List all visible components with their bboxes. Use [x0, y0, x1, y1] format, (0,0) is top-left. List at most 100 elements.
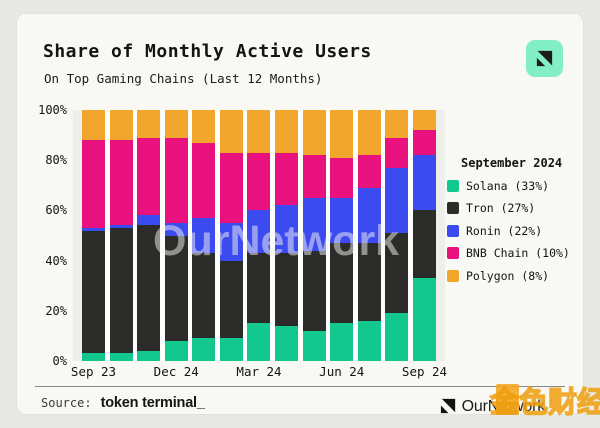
bar: [275, 110, 299, 361]
legend-item: Solana (33%): [447, 179, 597, 193]
bar-segment-bnb-chain: [412, 130, 436, 156]
ournetwork-footer-logo-icon: [440, 398, 455, 414]
bar: [137, 110, 161, 361]
bar-segment-polygon: [275, 110, 299, 153]
bar: [82, 110, 105, 361]
y-tick-label: 60%: [45, 203, 67, 218]
bar-segment-bnb-chain: [385, 137, 409, 168]
bar-segment-solana: [330, 323, 354, 361]
legend-label: Solana (33%): [466, 178, 550, 193]
bar-segment-bnb-chain: [330, 157, 354, 198]
chart-legend: September 2024 Solana (33%) Tron (27%) Ron…: [447, 156, 597, 283]
bar: [302, 110, 326, 361]
bar-segment-solana: [302, 330, 326, 361]
bar-segment-bnb-chain: [82, 140, 105, 228]
bar-segment-ronin: [192, 217, 216, 254]
legend-swatch: [447, 247, 459, 259]
bar-segment-solana: [385, 313, 409, 361]
legend-item: Polygon (8%): [447, 269, 597, 283]
legend-label: BNB Chain (10%): [466, 246, 570, 260]
bar: [385, 110, 409, 361]
bar-segment-tron: [109, 227, 133, 354]
bar-segment-tron: [275, 253, 299, 326]
bar-segment-tron: [330, 243, 354, 324]
bar-segment-solana: [275, 325, 299, 361]
bar-segment-ronin: [82, 228, 105, 231]
bar-segment-bnb-chain: [137, 137, 161, 216]
legend-item: Ronin (22%): [447, 224, 597, 238]
bar-segment-bnb-chain: [192, 142, 216, 218]
bar-segment-bnb-chain: [302, 155, 326, 198]
legend-title: September 2024: [461, 156, 563, 170]
bar: [330, 110, 354, 361]
bar-segment-polygon: [247, 110, 271, 153]
bar-segment-solana: [247, 323, 271, 361]
bar: [412, 110, 436, 361]
bar-segment-polygon: [219, 110, 243, 153]
bar-segment-solana: [82, 353, 105, 361]
bar-segment-tron: [219, 260, 243, 339]
y-tick-label: 100%: [38, 103, 67, 117]
bar-segment-polygon: [330, 110, 354, 158]
footer-divider: [35, 386, 565, 387]
bar-segment-polygon: [164, 110, 188, 138]
legend-swatch: [447, 179, 459, 192]
y-tick-label: 80%: [45, 153, 67, 168]
y-tick-label: 40%: [45, 253, 67, 268]
bar-segment-polygon: [137, 110, 161, 138]
bar-segment-polygon: [82, 110, 105, 141]
bar: [219, 110, 243, 361]
stamp-block: [496, 384, 519, 415]
x-tick-label: Dec 24: [153, 364, 199, 379]
ournetwork-glyph-icon: [536, 50, 553, 67]
bar: [192, 110, 216, 361]
bar-segment-solana: [164, 340, 188, 361]
jinse-watermark-stamp: 金色财经: [489, 384, 600, 420]
source-name: token terminal_: [100, 395, 205, 411]
bar-segment-bnb-chain: [247, 152, 271, 211]
bar-segment-tron: [302, 250, 326, 331]
x-tick-label: Jun 24: [319, 364, 365, 379]
bar-segment-ronin: [164, 222, 188, 236]
source-attribution: Source: token terminal_: [41, 395, 205, 411]
bar-segment-tron: [192, 253, 216, 339]
bar-segment-polygon: [192, 110, 216, 143]
legend-swatch: [447, 224, 459, 237]
y-tick-label: 20%: [45, 303, 67, 318]
y-tick-label: 0%: [52, 354, 67, 368]
bar-segment-tron: [385, 233, 409, 314]
bar-segment-solana: [219, 338, 243, 361]
bar-segment-polygon: [385, 110, 409, 138]
bar: [357, 110, 381, 361]
chart-card: Share of Monthly Active Users On Top Gam…: [16, 13, 600, 420]
bar-segment-ronin: [219, 222, 243, 261]
page-subtitle: On Top Gaming Chains (Last 12 Months): [44, 71, 323, 86]
bar-segment-polygon: [412, 110, 436, 131]
legend-label: Tron (27%): [466, 201, 536, 215]
legend-label: Ronin (22%): [466, 223, 543, 238]
bar-segment-ronin: [330, 197, 354, 244]
bar-segment-ronin: [357, 187, 381, 244]
bar-segment-ronin: [275, 205, 299, 254]
bar-segment-solana: [357, 320, 381, 361]
source-label: Source:: [41, 396, 92, 410]
bar-segment-solana: [412, 278, 436, 361]
page-title: Share of Monthly Active Users: [43, 41, 372, 62]
plot-bars: [82, 110, 436, 361]
x-tick-label: Sep 23: [70, 364, 117, 379]
bar-segment-polygon: [357, 110, 381, 156]
bar-segment-bnb-chain: [164, 137, 188, 223]
legend-item: BNB Chain (10%): [447, 246, 597, 260]
bar: [109, 110, 133, 361]
x-tick-label: Sep 24: [401, 364, 448, 379]
bar-segment-bnb-chain: [219, 152, 243, 223]
bar-segment-tron: [164, 235, 188, 341]
legend-item: Tron (27%): [447, 201, 597, 215]
legend-swatch: [447, 269, 459, 282]
bar-segment-bnb-chain: [109, 140, 133, 226]
legend-label: Polygon (8%): [466, 268, 550, 283]
bar: [164, 110, 188, 361]
legend-swatch: [447, 202, 459, 214]
bar-segment-ronin: [247, 210, 271, 254]
bar-segment-ronin: [137, 215, 161, 226]
